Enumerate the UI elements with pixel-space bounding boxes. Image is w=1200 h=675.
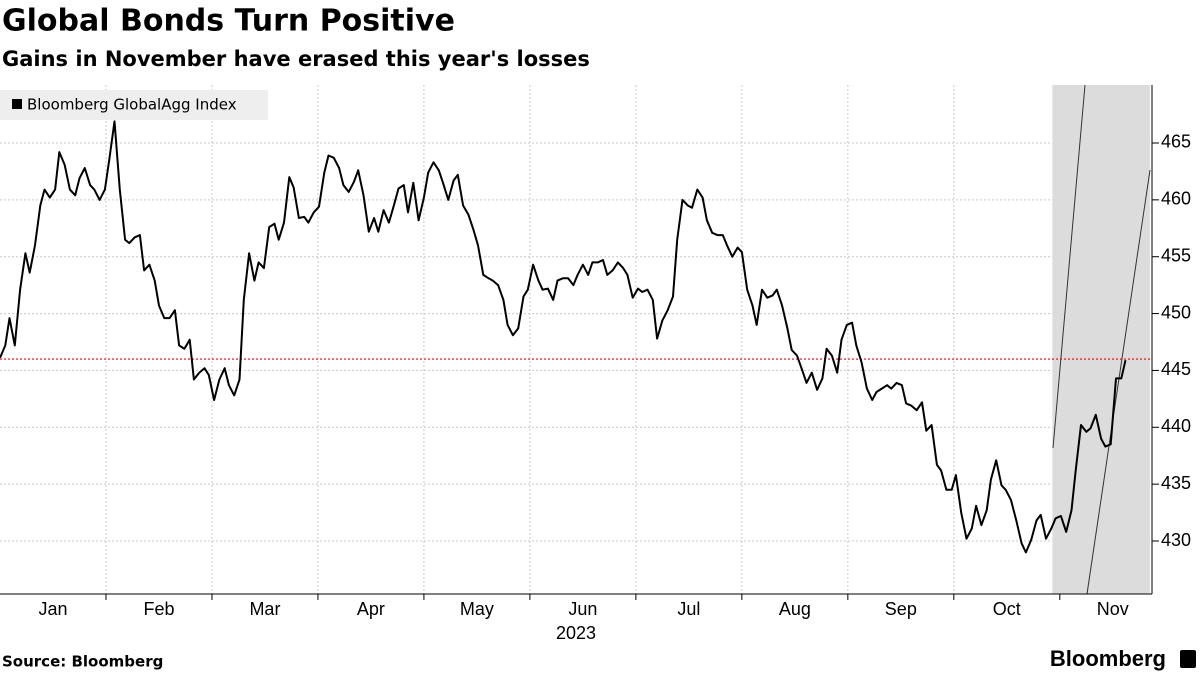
chart-title: Global Bonds Turn Positive: [2, 4, 455, 39]
y-tick-label: 440: [1161, 416, 1191, 436]
x-tick-label: May: [460, 599, 494, 619]
y-tick-label: 430: [1161, 530, 1191, 550]
logo: Bloomberg: [1050, 646, 1166, 671]
y-tick-label: 435: [1161, 473, 1191, 493]
legend-swatch: [12, 99, 22, 109]
y-tick-label: 455: [1161, 245, 1191, 265]
x-tick-label: Feb: [143, 599, 174, 619]
x-tick-label: Jul: [677, 599, 700, 619]
highlight-edge: [1052, 84, 1086, 449]
logo-icon: [1180, 650, 1196, 668]
highlight-band: [1052, 85, 1150, 594]
chart-subtitle: Gains in November have erased this year'…: [2, 47, 590, 71]
series-line: [0, 120, 1127, 554]
y-tick-label: 465: [1161, 132, 1191, 152]
plot-area: 430 435 440 445 450 455 460 465 Jan Feb Mar Apr May J…: [0, 84, 1191, 643]
x-tick-label: Jan: [38, 599, 67, 619]
source: Source: Bloomberg: [2, 653, 163, 671]
legend-box: [0, 90, 268, 120]
y-tick-label: 460: [1161, 189, 1191, 209]
legend-label: Bloomberg GlobalAgg Index: [27, 96, 237, 114]
y-tick-label: 445: [1161, 359, 1191, 379]
x-tick-label: Apr: [357, 599, 385, 619]
x-tick-label: Sep: [885, 599, 917, 619]
x-tick-label: Oct: [993, 599, 1021, 619]
x-tick-label: Aug: [779, 599, 811, 619]
x-tick-label: Nov: [1097, 599, 1129, 619]
highlight-edge: [1086, 169, 1151, 595]
y-tick-label: 450: [1161, 302, 1191, 322]
year-label: 2023: [556, 623, 596, 643]
x-tick-label: Jun: [568, 599, 597, 619]
x-tick-label: Mar: [249, 599, 280, 619]
